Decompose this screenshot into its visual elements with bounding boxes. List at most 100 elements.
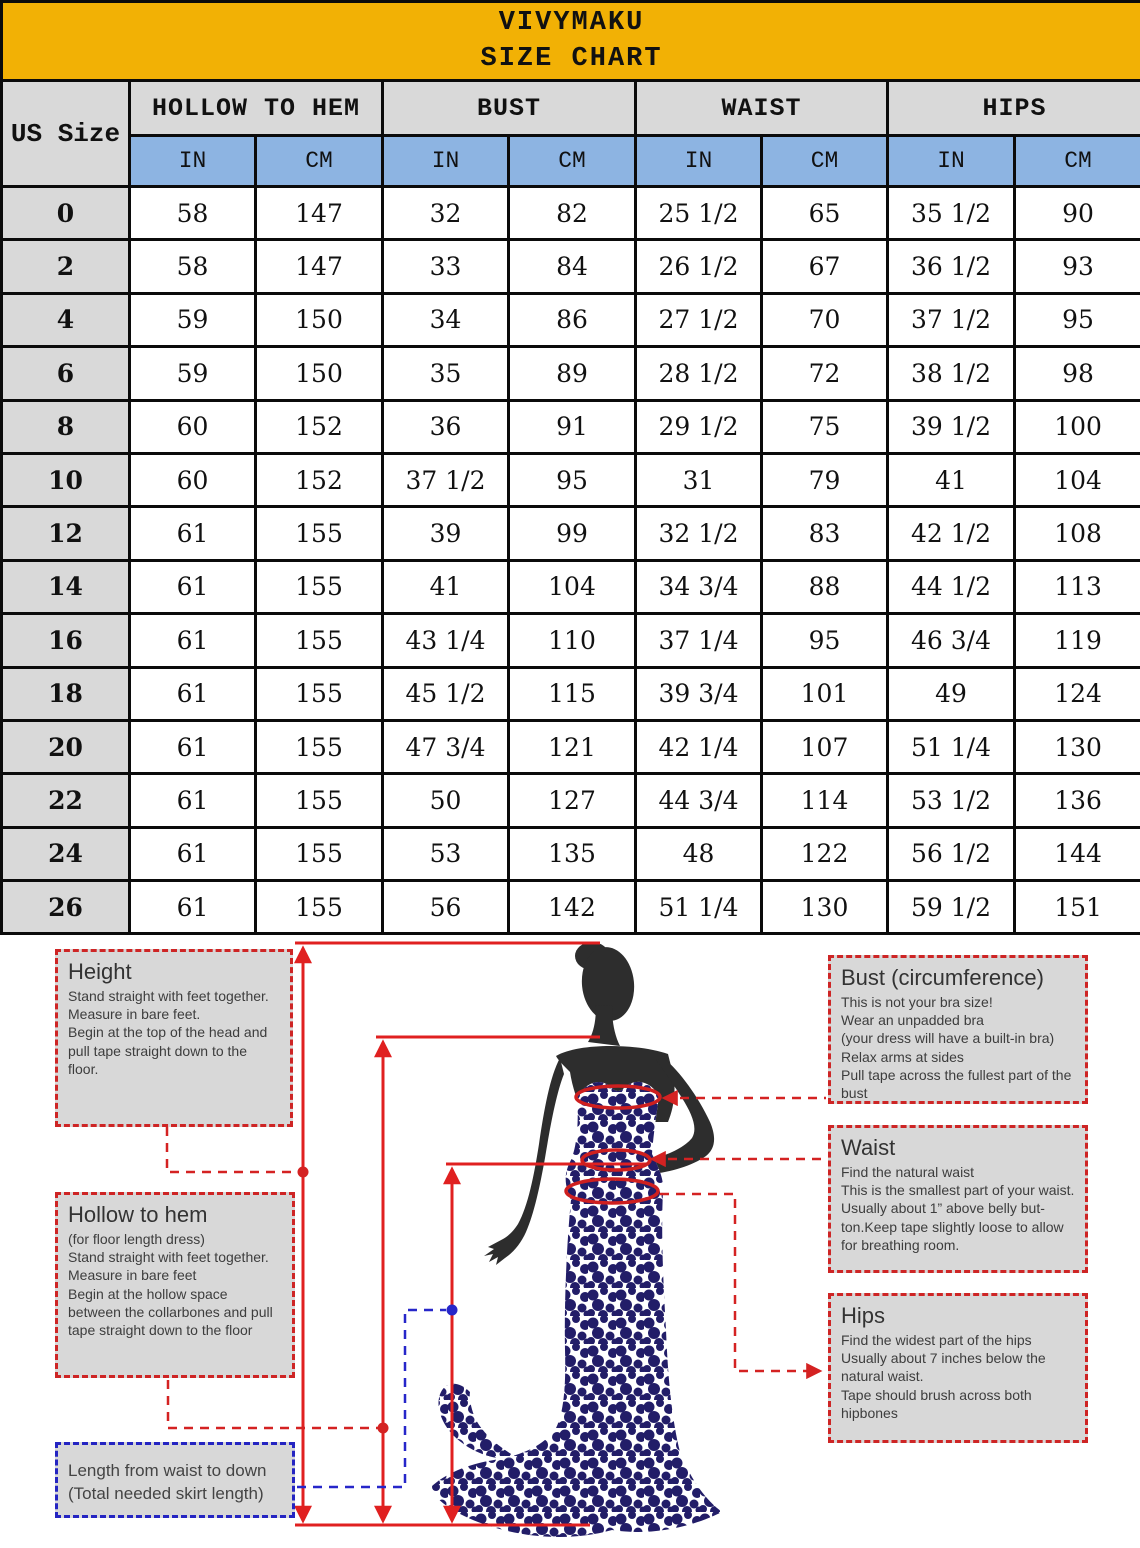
units-row: IN CM IN CM IN CM IN CM (2, 134, 1140, 188)
measure-cell: 44 3/4 (634, 772, 763, 829)
measure-cell: 50 (381, 772, 510, 829)
measure-cell: 107 (760, 718, 889, 776)
callout-connectors (165, 1089, 826, 1430)
us-size-cell: 20 (0, 718, 131, 776)
measure-cell: 152 (254, 451, 384, 509)
table-row: 8 60 152 36 91 29 1/2 75 39 1/2 100 (0, 398, 1140, 455)
bust-note-title: Bust (circumference) (841, 965, 1044, 990)
measure-cell: 39 3/4 (634, 665, 763, 722)
measure-cell: 90 (1012, 184, 1140, 242)
measure-cell: 56 1/2 (886, 825, 1016, 883)
left-arm (484, 1058, 564, 1265)
measure-cell: 61 (128, 558, 257, 616)
us-size-cell: 8 (0, 398, 131, 455)
measure-cell: 61 (128, 665, 257, 722)
measure-cell: 51 1/4 (634, 879, 763, 936)
hips-connector (660, 1192, 823, 1380)
table-row: 20 61 155 47 3/4 121 42 1/4 107 51 1/4 130 (0, 718, 1140, 776)
measure-cell: 155 (254, 772, 384, 829)
unit-header: IN (128, 134, 257, 188)
hips-note-box: Hips Find the widest part of the hips Us… (828, 1293, 1088, 1443)
measure-cell: 155 (254, 665, 384, 722)
measure-cell: 39 (381, 505, 510, 562)
measure-cell: 114 (760, 772, 889, 829)
unit-header: CM (760, 134, 889, 188)
measure-cell: 119 (1012, 612, 1140, 669)
head (581, 947, 635, 1021)
measure-cell: 124 (1012, 665, 1140, 722)
measure-cell: 115 (507, 665, 637, 722)
measure-cell: 49 (886, 665, 1016, 722)
measure-cell: 34 3/4 (634, 558, 763, 616)
measure-cell: 25 1/2 (634, 184, 763, 242)
hollow-to-hem-note-box: Hollow to hem (for floor length dress) S… (55, 1192, 295, 1378)
measure-cell: 72 (760, 345, 889, 402)
hollow-connector (166, 1380, 378, 1430)
measure-cell: 142 (507, 879, 637, 936)
table-row: 22 61 155 50 127 44 3/4 114 53 1/2 136 (0, 772, 1140, 829)
measure-cell: 84 (507, 238, 637, 295)
measure-cell: 41 (886, 451, 1016, 509)
measure-cell: 155 (254, 825, 384, 883)
measure-cell: 95 (507, 451, 637, 509)
measurement-lines (294, 941, 648, 1527)
measure-cell: 98 (1012, 345, 1140, 402)
measure-cell: 59 1/2 (886, 879, 1016, 936)
us-size-cell: 10 (0, 451, 131, 509)
measure-cell: 121 (507, 718, 637, 776)
measure-cell: 61 (128, 505, 257, 562)
us-size-header: US Size (0, 79, 131, 188)
measure-cell: 26 1/2 (634, 238, 763, 295)
measure-cell: 100 (1012, 398, 1140, 455)
us-size-cell: 18 (0, 665, 131, 722)
table-row: 18 61 155 45 1/2 115 39 3/4 101 49 124 (0, 665, 1140, 722)
size-table-body: 0 58 147 32 82 25 1/2 65 35 1/2 90 2 58 147 33 84 26 1… (0, 184, 1140, 936)
table-row: 24 61 155 53 135 48 122 56 1/2 144 (0, 825, 1140, 883)
measure-cell: 91 (507, 398, 637, 455)
us-size-cell: 2 (0, 238, 131, 295)
measurement-diagram: Height Stand straight with feet together… (0, 935, 1140, 1548)
unit-header: IN (381, 134, 510, 188)
us-size-cell: 14 (0, 558, 131, 616)
unit-header: CM (254, 134, 384, 188)
height-note-title: Height (68, 959, 132, 984)
hollow-anchor-dot (377, 1422, 389, 1434)
us-size-cell: 16 (0, 612, 131, 669)
measure-cell: 104 (507, 558, 637, 616)
waist-note-body: Find the natural waist This is the small… (841, 1164, 1075, 1253)
measure-cell: 88 (760, 558, 889, 616)
table-title: VIVYMAKU SIZE CHART (0, 0, 1140, 82)
measure-cell: 37 1/2 (381, 451, 510, 509)
measure-cell: 104 (1012, 451, 1140, 509)
measure-cell: 147 (254, 184, 384, 242)
measure-cell: 61 (128, 718, 257, 776)
unit-header: IN (634, 134, 763, 188)
table-row: 4 59 150 34 86 27 1/2 70 37 1/2 95 (0, 291, 1140, 349)
height-connector (165, 1127, 300, 1174)
right-arm (634, 1058, 715, 1178)
table-row: 26 61 155 56 142 51 1/4 130 59 1/2 151 (0, 879, 1140, 936)
measure-cell: 58 (128, 238, 257, 295)
measure-cell: 130 (760, 879, 889, 936)
table-row: 16 61 155 43 1/4 110 37 1/4 95 46 3/4 119 (0, 612, 1140, 669)
measure-cell: 35 1/2 (886, 184, 1016, 242)
measure-cell: 136 (1012, 772, 1140, 829)
us-size-cell: 22 (0, 772, 131, 829)
measure-cell: 83 (760, 505, 889, 562)
measure-cell: 70 (760, 291, 889, 349)
measure-cell: 44 1/2 (886, 558, 1016, 616)
measure-cell: 61 (128, 825, 257, 883)
measure-cell: 36 (381, 398, 510, 455)
waist-note-title: Waist (841, 1135, 896, 1160)
measure-cell: 42 1/2 (886, 505, 1016, 562)
size-table: VIVYMAKU SIZE CHART US Size HOLLOW TO HE… (0, 0, 1140, 936)
hips-note-body: Find the widest part of the hips Usually… (841, 1332, 1046, 1421)
measure-cell: 150 (254, 291, 384, 349)
brand-name: VIVYMAKU (498, 7, 645, 38)
measure-cell: 53 (381, 825, 510, 883)
measure-cell: 95 (760, 612, 889, 669)
measure-cell: 27 1/2 (634, 291, 763, 349)
measure-cell: 41 (381, 558, 510, 616)
measure-cell: 155 (254, 879, 384, 936)
